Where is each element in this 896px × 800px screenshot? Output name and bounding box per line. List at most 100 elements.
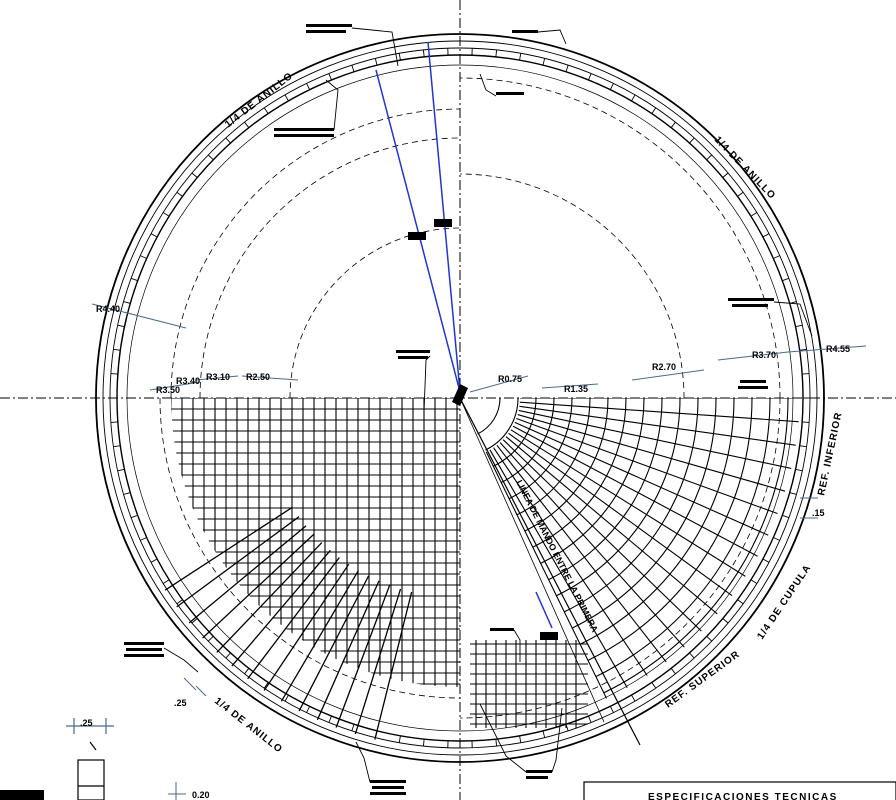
radius-label: R3.50 [156,385,180,395]
radial-bar [514,421,790,545]
dashed-guides [159,77,781,719]
ring-tick [609,706,614,713]
center-mark [452,384,468,406]
fan-bar [263,563,350,691]
ring-tick [207,635,214,642]
fan-bar [202,533,315,639]
fan-bar [188,525,307,624]
ring-bar [540,398,645,564]
ring-tick [565,724,569,732]
note-leaders [163,27,813,783]
ring-tick [795,324,803,328]
ring-bar [516,398,591,516]
ring-tick [722,172,729,178]
diagonal-line-2 [459,397,605,723]
ring-tick [140,537,147,541]
ring-tick [191,172,198,178]
fan-bar [316,580,380,721]
ring-tick [162,579,170,584]
ring-tick [542,58,546,66]
ring-tick [130,277,138,282]
ring-tick [244,121,250,128]
ring-tick [670,121,676,128]
ring-bar [477,398,501,435]
radial-bar [499,442,702,666]
title-box [583,781,896,800]
ring-bar [485,398,519,451]
ring-tick [284,694,289,702]
rebar-grid-left [171,398,460,687]
fan-bar [354,588,402,735]
ring-tick [762,558,770,563]
radius-label: R4.55 [826,344,850,354]
ring-tick [263,682,269,689]
ring-tick [123,301,131,304]
rebar-grid-right [477,398,800,722]
radial-bar [485,451,619,722]
radius-label: R0.75 [498,374,522,384]
ring-tick [495,49,498,57]
ring-tick [519,53,522,61]
ring-tick [542,730,546,738]
ring-tick [631,94,636,102]
dimension-marks [183,497,818,697]
ring-tick [398,735,401,743]
ring-bar [564,398,699,613]
ring-tick [398,53,401,61]
dim-label-25: .25 [174,698,187,708]
ring-tick [706,635,713,642]
ring-tick [191,618,198,624]
ring-tick [422,49,425,57]
ring-tick [737,599,744,605]
title-box-heading: ESPECIFICACIONES TECNICAS [648,792,838,800]
ring-tick [351,64,355,72]
ring-tick [328,715,332,723]
fan-bar [176,516,300,608]
ring-tick [374,730,378,738]
ring-bar [571,398,717,629]
ring-tick [117,324,125,328]
ring-tick [374,58,378,66]
fan-bar [231,549,331,667]
ring-tick [207,154,214,161]
ring-tick [117,468,125,472]
radius-label: R3.70 [752,350,776,360]
ring-tick [631,694,636,702]
ref-superior-label: REF. SUPERIOR [663,649,742,711]
fan-bar [374,591,413,740]
dim-label-bottom-25: .25 [80,718,93,728]
black-tag-3 [540,632,558,640]
ring-tick [263,107,269,114]
ring-tick [150,558,158,563]
ring-tick [244,668,250,675]
ring-tick [773,255,780,259]
ring-bar [524,398,609,532]
diagonal-line [459,397,641,746]
ring-bar [603,398,789,694]
ring-tick [176,191,183,197]
ring-tick [495,739,498,747]
fan-bar [298,575,370,712]
fan-bar [164,506,293,591]
radial-bar [510,429,766,590]
ring-tick [588,715,592,723]
small-notes [124,24,774,795]
ring-bar [579,398,735,645]
black-tag-1 [408,232,426,240]
diagonal-label: LINEA DE MANDO ENTRE LA PRIMERA [514,478,600,634]
ring-tick [750,579,758,584]
ring-tick [565,64,569,72]
ring-tick [789,492,797,495]
radius-leaders [91,303,867,393]
ring-bar [587,398,753,661]
dim-label-020: 0.20 [192,790,210,800]
radius-label: R4.40 [96,304,120,314]
ring-tick [706,154,713,161]
ring-tick [351,724,355,732]
ring-tick [225,137,231,144]
ring-tick [750,212,758,217]
radius-label: R2.50 [246,372,270,382]
ring-tick [799,445,807,448]
ring-bar [493,398,537,467]
